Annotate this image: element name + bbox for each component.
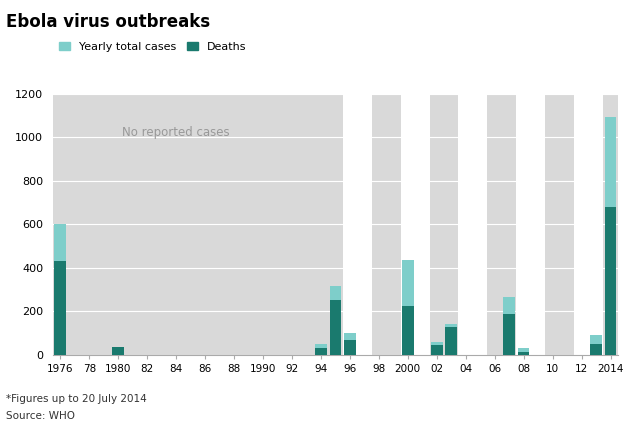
Text: Ebola virus outbreaks: Ebola virus outbreaks <box>6 13 210 31</box>
Bar <box>54 261 66 355</box>
Bar <box>402 306 414 355</box>
Bar <box>315 343 327 348</box>
Text: No reported cases: No reported cases <box>122 126 230 139</box>
Bar <box>315 348 327 355</box>
Bar <box>605 207 617 355</box>
Bar <box>402 260 414 306</box>
Bar <box>431 345 442 355</box>
Bar <box>431 343 442 345</box>
Text: Source: WHO: Source: WHO <box>6 411 76 421</box>
Bar <box>504 314 515 355</box>
Bar <box>329 300 341 355</box>
Bar <box>605 117 617 207</box>
Bar <box>344 333 356 340</box>
Bar <box>504 298 515 314</box>
Bar <box>545 94 574 355</box>
Bar <box>446 324 457 327</box>
Bar <box>429 94 459 355</box>
Text: *Figures up to 20 July 2014: *Figures up to 20 July 2014 <box>6 394 147 404</box>
Bar <box>518 348 529 352</box>
Bar <box>487 94 517 355</box>
Bar <box>518 352 529 355</box>
Bar <box>53 94 82 355</box>
Bar <box>112 347 124 355</box>
Bar <box>372 94 401 355</box>
Bar <box>590 344 602 355</box>
Bar <box>82 94 314 355</box>
Bar <box>329 286 341 300</box>
Bar <box>344 340 356 355</box>
Bar <box>603 94 618 355</box>
Bar <box>54 224 66 261</box>
Bar <box>314 94 343 355</box>
Legend: Yearly total cases, Deaths: Yearly total cases, Deaths <box>59 42 246 52</box>
Bar <box>446 327 457 355</box>
Bar <box>590 335 602 344</box>
